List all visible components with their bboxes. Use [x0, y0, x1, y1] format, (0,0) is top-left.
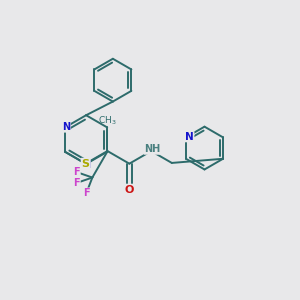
Text: F: F [74, 178, 80, 188]
Text: N: N [185, 132, 194, 142]
Text: O: O [125, 185, 134, 195]
Text: N: N [82, 160, 90, 170]
Text: F: F [74, 167, 80, 177]
Text: S: S [82, 159, 90, 169]
Text: F: F [83, 188, 90, 198]
Text: NH: NH [144, 144, 160, 154]
Text: N: N [62, 122, 70, 132]
Text: CH$_3$: CH$_3$ [98, 114, 117, 127]
